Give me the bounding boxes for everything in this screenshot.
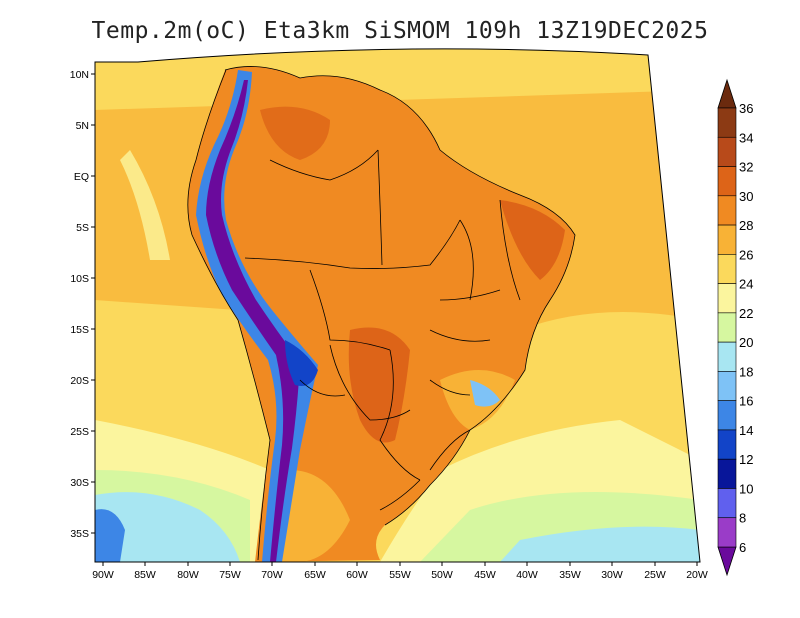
- colorbar-segment: [717, 195, 737, 226]
- y-tick-label: 30S: [70, 477, 89, 489]
- x-tick-label: 25W: [644, 569, 666, 581]
- cool-zone-highlands: [470, 380, 500, 407]
- ocean-south-pacific-cold: [95, 492, 240, 562]
- colorbar-label: 22: [739, 306, 753, 321]
- colorbar-segment: [717, 283, 737, 314]
- colorbar-segment: [717, 136, 737, 167]
- y-tick-label: 5S: [76, 222, 89, 234]
- colorbar-segment: [717, 429, 737, 460]
- colorbar-segment: [717, 488, 737, 519]
- altiplano-cold: [285, 340, 318, 386]
- x-axis: 90W 85W 80W 75W 70W 65W 60W 55W 50W 45W …: [92, 562, 708, 581]
- colorbar-bottom-arrow: [717, 546, 737, 577]
- y-axis: 10N 5N EQ 5S 10S 15S 20S 25S 30S 35S: [70, 69, 95, 540]
- colorbar-top-arrow: [717, 78, 737, 109]
- y-tick-label: 25S: [70, 426, 89, 438]
- map-frame: [94, 48, 701, 563]
- colorbar-label: 28: [739, 218, 753, 233]
- colorbar-label: 8: [739, 511, 746, 526]
- ocean-coastal-strip: [120, 150, 170, 260]
- colorbar-label: 18: [739, 364, 753, 379]
- colorbar-label: 14: [739, 423, 753, 438]
- temperature-field: [95, 48, 700, 562]
- borders: [187, 66, 576, 561]
- colorbar: 36 34 32 30 28 26 24 22 20 18 16 14 12 10 8 6: [717, 78, 753, 577]
- y-tick-label: 5N: [76, 120, 89, 132]
- colorbar-label: 16: [739, 394, 753, 409]
- colorbar-segment: [717, 254, 737, 284]
- colorbar-label: 32: [739, 160, 753, 175]
- ocean-cold-patch: [95, 509, 125, 562]
- y-tick-label: EQ: [74, 171, 89, 183]
- hot-zone-northeast: [500, 200, 565, 280]
- y-tick-label: 15S: [70, 324, 89, 336]
- y-tick-label: 35S: [70, 528, 89, 540]
- x-tick-label: 40W: [516, 569, 538, 581]
- x-tick-label: 70W: [261, 569, 283, 581]
- colorbar-segment: [717, 400, 737, 431]
- x-tick-label: 45W: [474, 569, 496, 581]
- y-tick-label: 10N: [70, 69, 89, 81]
- x-tick-label: 65W: [304, 569, 326, 581]
- x-tick-label: 35W: [559, 569, 581, 581]
- x-tick-label: 85W: [134, 569, 156, 581]
- colorbar-label: 36: [739, 101, 753, 116]
- colorbar-segment: [717, 312, 737, 343]
- colorbar-label: 26: [739, 247, 753, 262]
- map-title: Temp.2m(oC) Eta3km SiSMOM 109h 13Z19DEC2…: [91, 18, 709, 44]
- colorbar-segment: [717, 107, 737, 138]
- x-tick-label: 55W: [389, 569, 411, 581]
- colorbar-segment: [717, 166, 737, 197]
- colorbar-label: 6: [739, 540, 746, 555]
- x-tick-label: 20W: [686, 569, 708, 581]
- x-tick-label: 90W: [92, 569, 114, 581]
- colorbar-label: 24: [739, 277, 753, 292]
- x-tick-label: 30W: [601, 569, 623, 581]
- andes-cold-core: [206, 80, 300, 562]
- colorbar-segment: [717, 341, 737, 372]
- x-tick-label: 80W: [177, 569, 199, 581]
- x-tick-label: 60W: [346, 569, 368, 581]
- y-tick-label: 10S: [70, 273, 89, 285]
- colorbar-label: 10: [739, 481, 753, 496]
- colorbar-segment: [717, 517, 737, 548]
- x-tick-label: 75W: [219, 569, 241, 581]
- colorbar-label: 30: [739, 189, 753, 204]
- colorbar-segment: [717, 224, 737, 255]
- x-tick-label: 50W: [431, 569, 453, 581]
- y-tick-label: 20S: [70, 375, 89, 387]
- ocean-south-atlantic-cold: [500, 526, 700, 562]
- hot-zone-north: [260, 106, 330, 160]
- colorbar-label: 12: [739, 452, 753, 467]
- colorbar-label: 34: [739, 130, 753, 145]
- colorbar-label: 20: [739, 335, 753, 350]
- colorbar-segment: [717, 458, 737, 489]
- colorbar-segment: [717, 371, 737, 401]
